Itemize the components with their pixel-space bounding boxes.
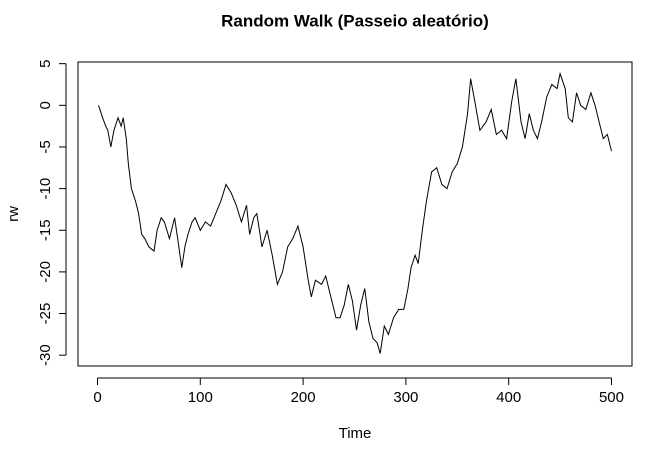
x-tick-label: 300 <box>393 389 418 406</box>
chart-title: Random Walk (Passeio aleatório) <box>221 11 489 30</box>
y-tick-label: 5 <box>37 59 54 67</box>
x-tick-label: 0 <box>93 389 101 406</box>
x-tick-label: 200 <box>291 389 316 406</box>
y-tick-label: -30 <box>37 344 54 366</box>
y-tick-label: -15 <box>37 219 54 241</box>
y-tick-label: -20 <box>37 261 54 283</box>
y-axis-label: rw <box>5 206 22 222</box>
y-tick-label: -25 <box>37 303 54 325</box>
y-tick-label: -5 <box>37 140 54 153</box>
x-tick-label: 100 <box>188 389 213 406</box>
x-tick-label: 400 <box>496 389 521 406</box>
x-axis-label: Time <box>339 425 372 442</box>
series-line <box>98 71 612 354</box>
y-tick-label: -10 <box>37 178 54 200</box>
x-tick-label: 500 <box>599 389 624 406</box>
y-tick-label: 0 <box>37 101 54 109</box>
plot-frame <box>77 61 633 367</box>
